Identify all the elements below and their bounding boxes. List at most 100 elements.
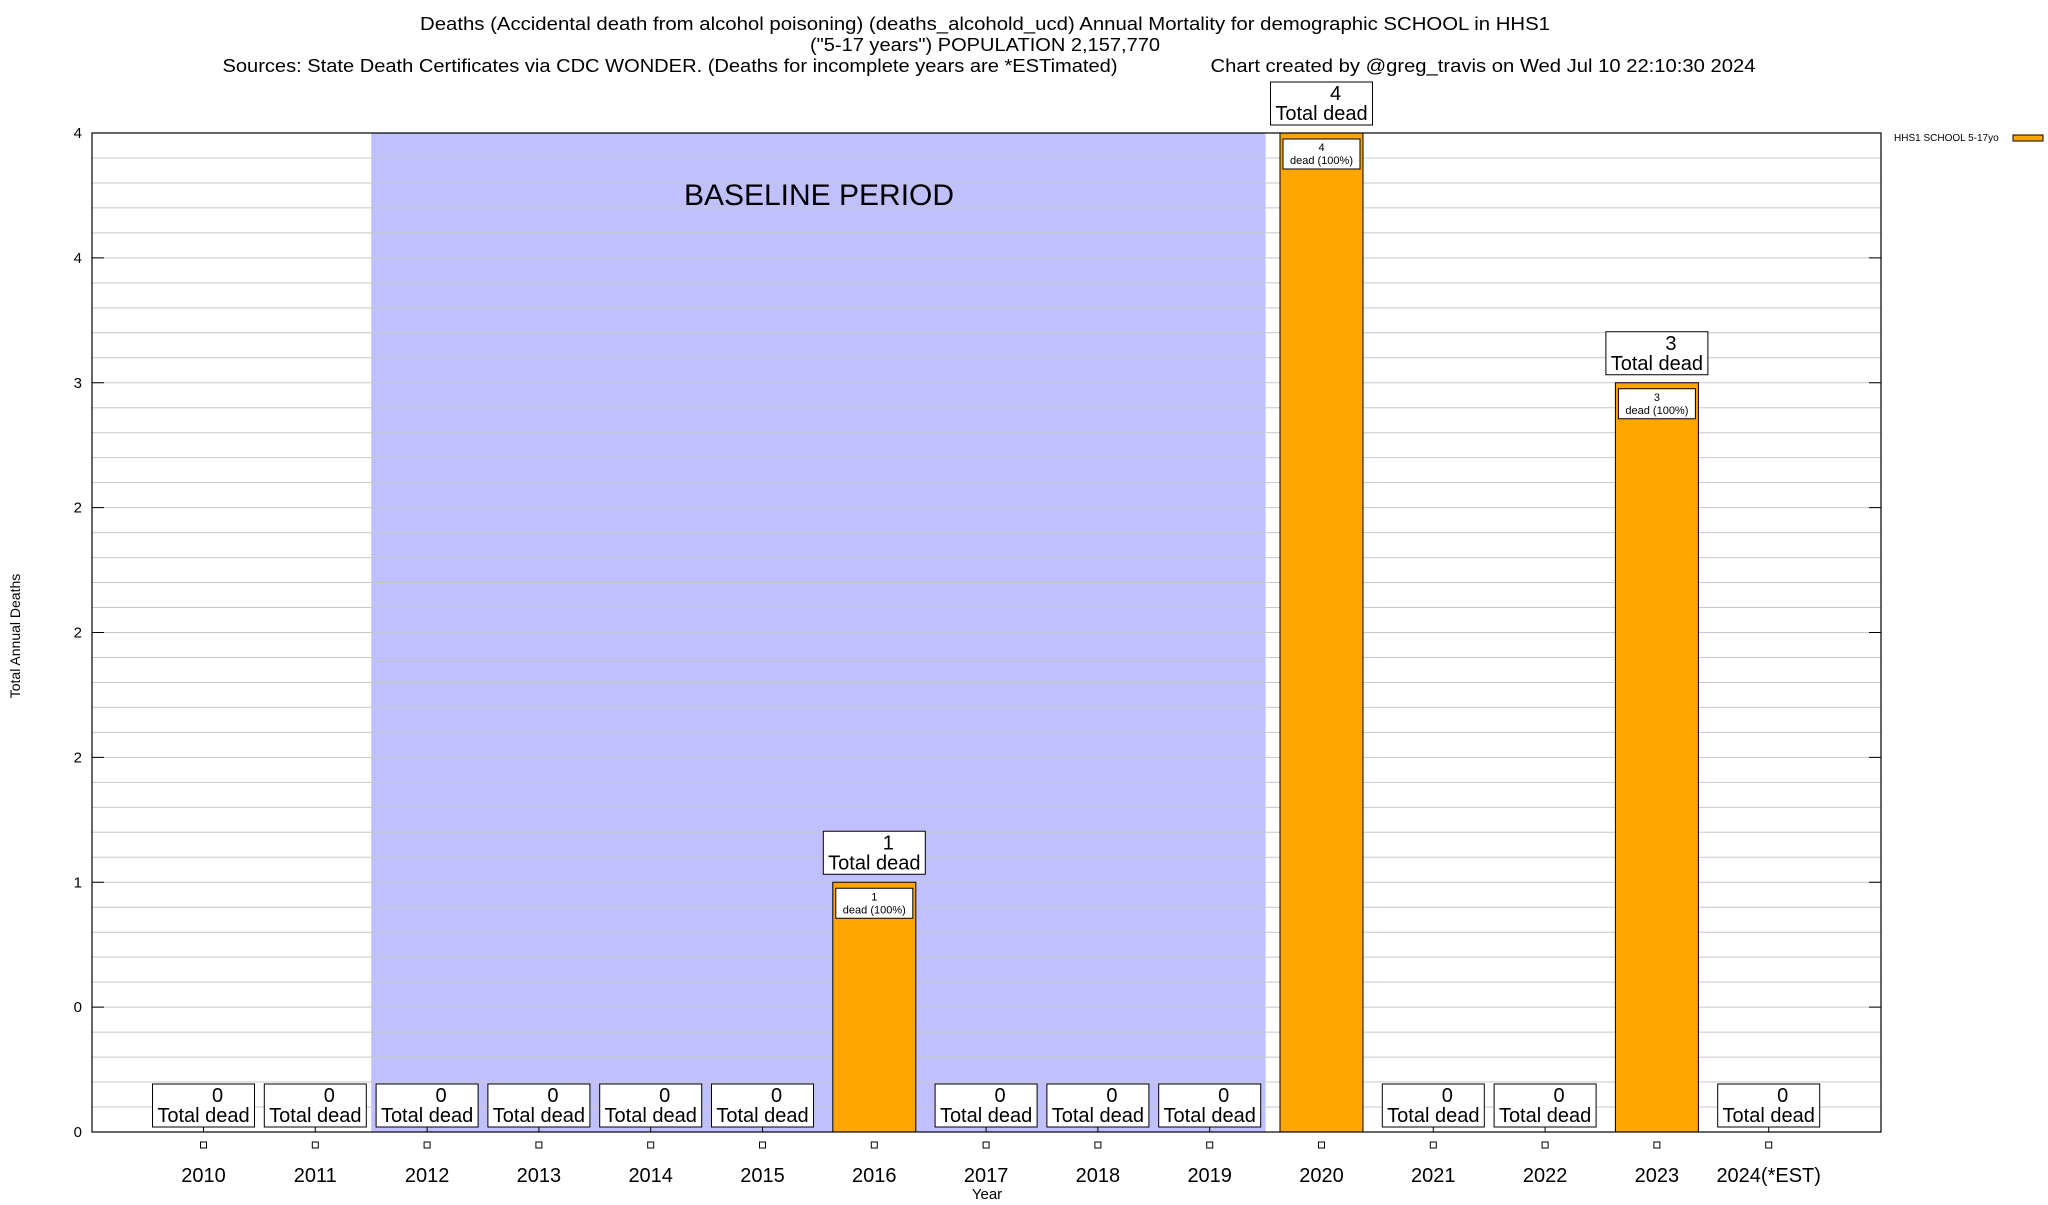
total-label-box: [711, 1083, 814, 1128]
x-tick-label: 2019: [1187, 1165, 1232, 1187]
bar-inner-label-box: [1282, 138, 1361, 170]
bar-inner-label-text: dead (100%): [843, 904, 906, 916]
total-label-value: 0: [659, 1085, 670, 1107]
total-label-value: 3: [1665, 333, 1676, 355]
y-tick-label: 0: [74, 1124, 82, 1141]
y-axis-label: Total Annual Deaths: [7, 574, 23, 699]
x-point-marker: [1094, 1141, 1102, 1149]
bar-inner-label-value: 4: [1318, 142, 1324, 154]
x-tick-label: 2024(*EST): [1716, 1165, 1821, 1187]
x-tick-label: 2010: [181, 1165, 226, 1187]
total-label-text: Total dead: [716, 1105, 808, 1127]
x-point-marker: [1206, 1141, 1214, 1149]
legend-swatch: [2012, 134, 2044, 142]
total-label-value: 0: [324, 1085, 335, 1107]
total-label-value: 0: [1777, 1085, 1788, 1107]
total-label-box: [934, 1083, 1038, 1128]
y-tick-label: 2: [74, 625, 82, 642]
bar-2016: [832, 881, 917, 1133]
total-label-box: [375, 1083, 479, 1128]
total-label-box: [263, 1083, 367, 1128]
x-axis-label: Year: [972, 1186, 1002, 1200]
total-label-text: Total dead: [1052, 1105, 1144, 1127]
y-tick-label: 3: [74, 375, 82, 392]
x-point-marker: [423, 1141, 431, 1149]
x-tick-label: 2022: [1523, 1165, 1568, 1187]
x-point-marker: [982, 1141, 990, 1149]
x-tick-label: 2023: [1635, 1165, 1680, 1187]
bar-inner-label-value: 1: [871, 891, 877, 903]
x-point-marker: [759, 1141, 766, 1149]
total-label-value: 0: [547, 1085, 558, 1107]
x-tick-label: 2014: [628, 1165, 673, 1187]
x-tick-label: 2013: [517, 1165, 562, 1187]
total-label-box: [1717, 1083, 1821, 1128]
bar-inner-label-text: dead (100%): [1625, 405, 1688, 417]
bar-inner-label-text: dead (100%): [1290, 155, 1353, 167]
y-tick-label: 1: [74, 874, 82, 891]
x-tick-label: 2016: [852, 1165, 897, 1187]
bar-2020: [1279, 132, 1364, 1133]
x-point-marker: [200, 1141, 207, 1149]
total-label-box: [1605, 331, 1709, 376]
y-tick-label: 4: [74, 250, 82, 267]
total-label-text: Total dead: [157, 1105, 249, 1127]
x-point-marker: [535, 1141, 543, 1149]
total-label-text: Total dead: [493, 1105, 585, 1127]
legend: HHS1 SCHOOL 5-17yo: [1894, 133, 2044, 144]
y-tick-label: 2: [74, 749, 82, 766]
x-point-marker: [1541, 1141, 1549, 1149]
baseline-period-label: BASELINE PERIOD: [684, 179, 954, 212]
total-label-value: 0: [1442, 1085, 1453, 1107]
total-label-text: Total dead: [381, 1105, 473, 1127]
x-point-marker: [311, 1141, 319, 1149]
x-tick-label: 2021: [1411, 1165, 1456, 1187]
plot-border: [91, 132, 1882, 1133]
x-tick-label: 2012: [405, 1165, 450, 1187]
x-point-marker: [870, 1141, 878, 1149]
chart-title-line-2: ("5-17 years") POPULATION 2,157,770: [810, 35, 1160, 55]
y-tick-label: 0: [74, 999, 82, 1016]
total-label-box: [487, 1083, 591, 1128]
total-label-text: Total dead: [1275, 103, 1367, 125]
total-label-text: Total dead: [1499, 1105, 1591, 1127]
x-tick-label: 2011: [294, 1165, 337, 1187]
total-label-text: Total dead: [940, 1105, 1032, 1127]
total-label-box: [1381, 1083, 1485, 1128]
total-label-box: [152, 1083, 255, 1128]
x-point-marker: [1653, 1141, 1661, 1149]
total-label-box: [822, 830, 926, 875]
total-label-value: 0: [212, 1085, 223, 1107]
x-point-marker: [1765, 1141, 1773, 1149]
chart-credit: Chart created by @greg_travis on Wed Jul…: [1211, 56, 1756, 77]
y-tick-label: 2: [74, 500, 82, 517]
total-label-box: [1270, 81, 1373, 126]
bar-inner-label-box: [1617, 388, 1696, 420]
total-label-box: [1158, 1083, 1262, 1128]
total-label-value: 0: [436, 1085, 447, 1107]
total-label-value: 1: [883, 832, 894, 854]
total-label-text: Total dead: [1164, 1105, 1256, 1127]
bar-2023: [1614, 382, 1699, 1133]
legend-label: HHS1 SCHOOL 5-17yo: [1894, 133, 1999, 144]
total-label-text: Total dead: [1723, 1105, 1815, 1127]
total-label-value: 0: [995, 1085, 1006, 1107]
x-tick-label: 2018: [1076, 1165, 1121, 1187]
bar-inner-label-value: 3: [1654, 392, 1660, 404]
y-tick-label: 4: [74, 125, 82, 142]
x-tick-label: 2015: [740, 1165, 785, 1187]
total-label-box: [1493, 1083, 1597, 1128]
total-label-value: 4: [1330, 83, 1341, 105]
total-label-box: [599, 1083, 703, 1128]
x-tick-label: 2020: [1299, 1165, 1344, 1187]
total-label-text: Total dead: [605, 1105, 697, 1127]
x-point-marker: [1429, 1141, 1437, 1149]
total-label-text: Total dead: [1611, 353, 1703, 375]
chart-sources: Sources: State Death Certificates via CD…: [223, 56, 1118, 76]
x-point-marker: [647, 1141, 655, 1149]
total-label-value: 0: [1218, 1085, 1229, 1107]
total-label-value: 0: [1106, 1085, 1117, 1107]
total-label-text: Total dead: [1387, 1105, 1479, 1127]
total-label-text: Total dead: [828, 852, 920, 874]
